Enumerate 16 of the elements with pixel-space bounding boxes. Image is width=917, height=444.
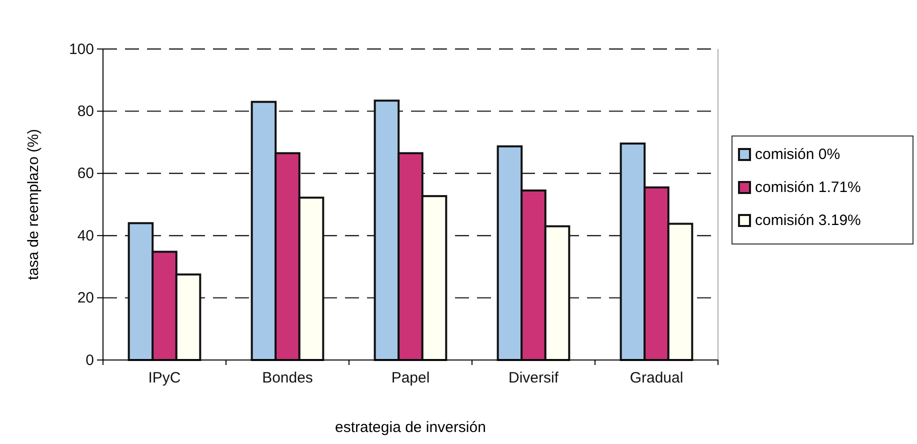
x-tick-label: Gradual (630, 370, 684, 387)
legend-label: comisión 3.19% (755, 212, 861, 229)
y-tick-label: 40 (77, 227, 94, 244)
x-axis-title: estrategia de inversión (335, 419, 486, 436)
x-tick-label: Bondes (262, 370, 313, 387)
legend-label: comisión 1.71% (755, 179, 861, 196)
y-tick-label: 0 (86, 352, 94, 369)
y-tick-label: 80 (77, 103, 94, 120)
y-tick-label: 20 (77, 290, 94, 307)
legend-label: comisión 0% (755, 146, 840, 163)
x-tick-label: Papel (391, 370, 430, 387)
x-tick-label: IPyC (148, 370, 181, 387)
y-tick-label: 60 (77, 165, 94, 182)
y-tick-label: 100 (68, 40, 94, 58)
x-tick-label: Diversif (508, 370, 560, 387)
y-axis-title: tasa de reemplazo (%) (25, 129, 42, 280)
